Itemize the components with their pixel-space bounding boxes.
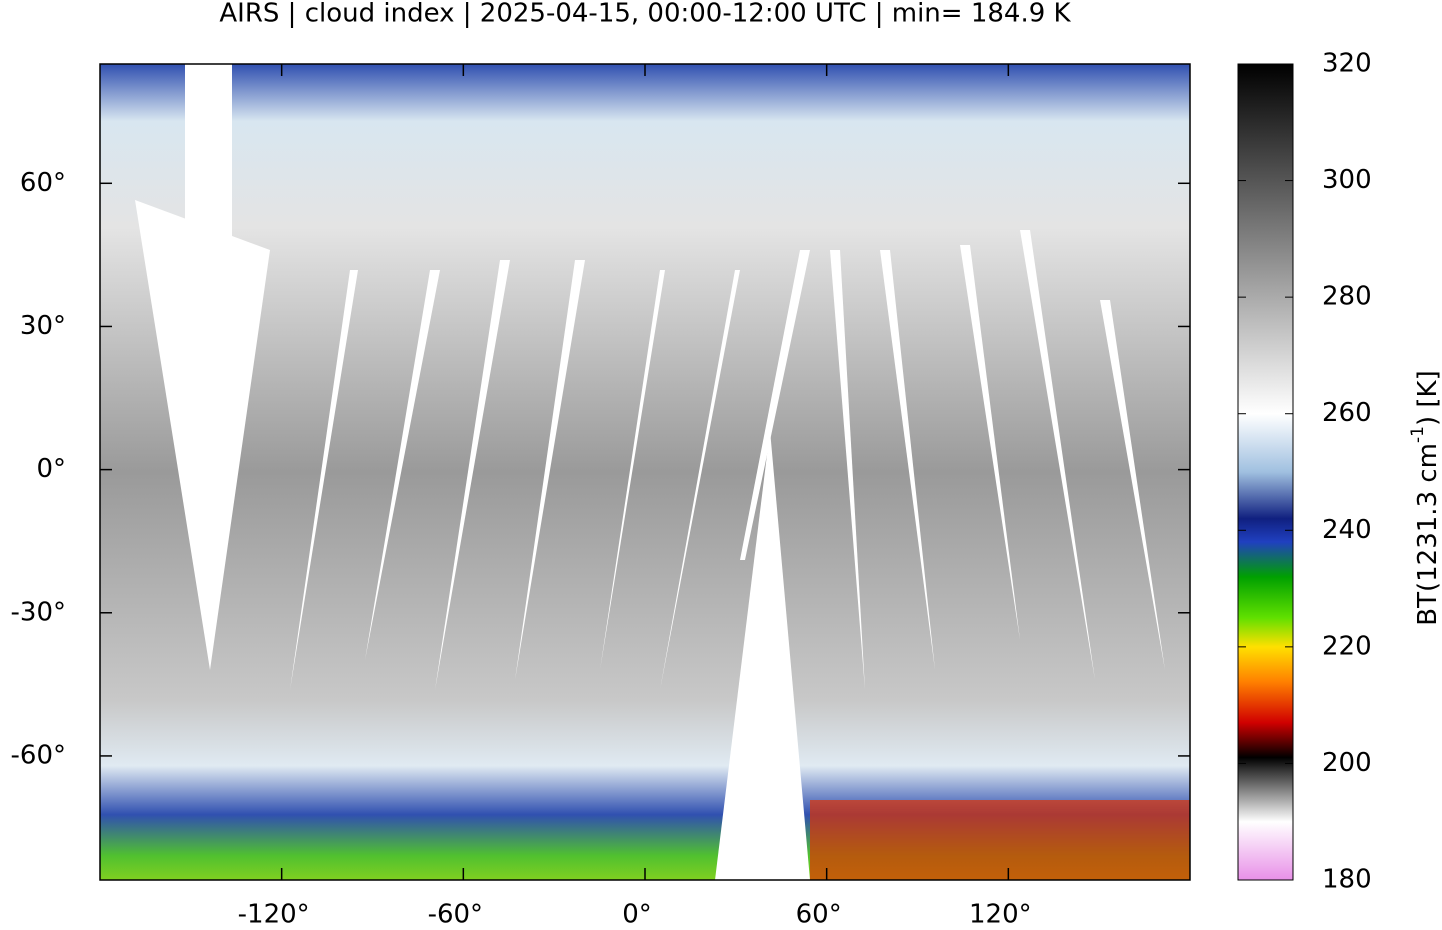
chart-title: AIRS | cloud index | 2025-04-15, 00:00-1… [219,0,1071,29]
colorbar-tick-label: 180 [1322,865,1372,895]
colorbar-tick-label: 200 [1322,748,1372,778]
y-tick-label: -30° [11,597,66,627]
colorbar-tick-label: 280 [1322,282,1372,312]
colorbar-tick-label: 240 [1322,515,1372,545]
colorbar-label-text: BT(1231.3 cm [1413,443,1442,626]
x-tick-label: -60° [428,900,483,930]
colorbar-tick-label: 320 [1322,49,1372,79]
y-tick-label: -60° [11,740,66,770]
x-tick-label: -120° [238,900,310,930]
colorbar-label: BT(1231.3 cm-1) [K] [1408,370,1442,625]
colorbar-tick-label: 300 [1322,165,1372,195]
x-tick-label: 60° [796,900,842,930]
x-tick-label: 120° [969,900,1032,930]
colorbar-tick-label: 220 [1322,631,1372,661]
colorbar-label-suffix: ) [K] [1413,370,1442,426]
y-tick-label: 0° [36,454,66,484]
y-tick-label: 30° [20,311,66,341]
y-tick-label: 60° [20,168,66,198]
map-image [100,64,1190,880]
colorbar [1237,63,1294,881]
colorbar-tick-label: 260 [1322,398,1372,428]
x-tick-label: 0° [622,900,652,930]
colorbar-label-sup: -1 [1408,426,1428,443]
